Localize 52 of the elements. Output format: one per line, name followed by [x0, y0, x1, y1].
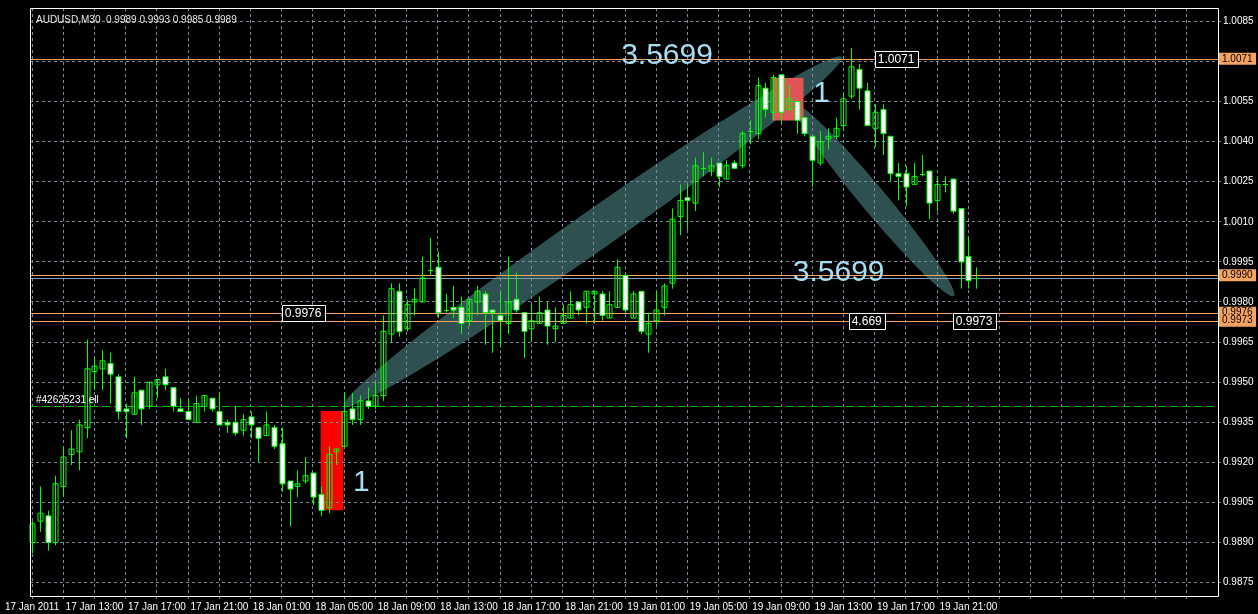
x-tick-label: 17 Jan 21:00 [190, 600, 249, 612]
candlestick [427, 237, 434, 276]
y-tick-label: 0.9890 [1223, 536, 1255, 548]
candlestick [973, 266, 980, 290]
x-tick-label: 18 Jan 17:00 [502, 600, 561, 612]
candlestick [942, 175, 949, 193]
candlestick [747, 119, 754, 145]
x-tick-label: 18 Jan 21:00 [564, 600, 624, 612]
x-tick-label: 19 Jan 21:00 [939, 600, 998, 612]
candlestick [840, 93, 847, 132]
y-tick-label: 1.0025 [1223, 175, 1255, 187]
candlestick [653, 290, 660, 327]
ref-line-label: 0.9990 [1222, 269, 1254, 281]
annotation: 1.0071 [877, 52, 915, 67]
ref-line-label: 0.9976 [1222, 306, 1254, 318]
y-tick-label: 0.9905 [1223, 496, 1255, 508]
annotation: 1 [813, 75, 830, 109]
x-tick-label: 18 Jan 09:00 [377, 600, 436, 612]
x-tick-label: 18 Jan 13:00 [440, 600, 499, 612]
ref-line-label: 1.0071 [1222, 52, 1254, 64]
y-tick-label: 1.0010 [1223, 215, 1255, 227]
x-tick-label: 19 Jan 05:00 [689, 600, 749, 612]
x-tick-label: 18 Jan 01:00 [252, 600, 312, 612]
y-tick-label: 0.9875 [1223, 576, 1255, 588]
candlestick [669, 207, 676, 290]
x-tick-label: 19 Jan 17:00 [877, 600, 936, 612]
x-tick-label: 17 Jan 13:00 [65, 600, 124, 612]
x-tick-label: 17 Jan 17:00 [128, 600, 187, 612]
y-tick-label: 0.9965 [1223, 335, 1255, 347]
x-tick-label: 17 Jan 2011 [4, 600, 60, 612]
annotation: 0.9973 [955, 314, 993, 329]
annotation: 0.9976 [284, 306, 322, 320]
y-tick-label: 1.0085 [1223, 15, 1255, 27]
y-tick-label: 0.9935 [1223, 416, 1255, 428]
x-tick-label: 19 Jan 09:00 [752, 600, 811, 612]
candlestick [29, 520, 36, 554]
annotation: 1 [352, 463, 370, 497]
x-tick-label: 18 Jan 05:00 [315, 600, 374, 612]
candlestick [661, 282, 668, 316]
y-tick-label: 1.0040 [1223, 135, 1255, 147]
candlestick [700, 151, 707, 177]
y-tick-label: 1.0055 [1223, 95, 1255, 107]
x-tick-label: 19 Jan 13:00 [814, 600, 873, 612]
y-tick-label: 0.9950 [1223, 375, 1255, 387]
y-tick-label: 0.9980 [1223, 295, 1255, 307]
ref-line-label: #42625231 ell [36, 393, 99, 405]
ref-line-label: 0.9973 [1222, 314, 1254, 326]
y-tick-label: 0.9920 [1223, 456, 1255, 468]
x-tick-label: 19 Jan 01:00 [627, 600, 686, 612]
y-tick-label: 0.9995 [1223, 255, 1255, 267]
annotation: 4.669 [851, 314, 883, 329]
text: AUDUSD,M30 0.9989 0.9993 0.9985 0.9989 [36, 13, 238, 25]
